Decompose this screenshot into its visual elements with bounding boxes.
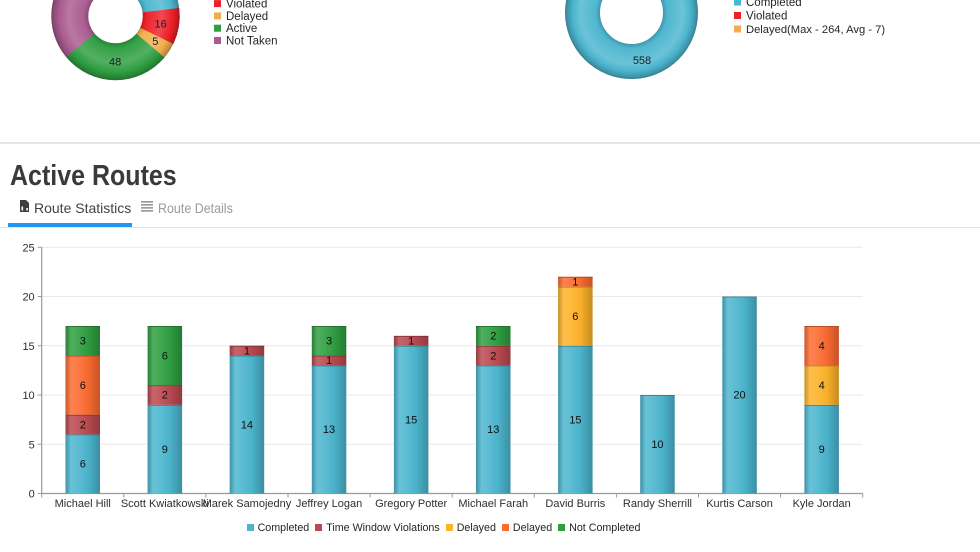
svg-text:Gregory Potter: Gregory Potter	[375, 498, 447, 510]
svg-text:2: 2	[80, 419, 86, 431]
svg-text:1: 1	[408, 336, 414, 348]
svg-text:Delayed(Max - 264, Avg - 7): Delayed(Max - 264, Avg - 7)	[746, 24, 885, 36]
svg-text:25: 25	[22, 242, 34, 254]
svg-text:558: 558	[633, 55, 651, 67]
svg-text:Michael Hill: Michael Hill	[55, 498, 111, 510]
svg-text:0: 0	[29, 489, 35, 501]
svg-text:6: 6	[162, 350, 168, 362]
svg-text:3: 3	[80, 336, 86, 348]
svg-text:13: 13	[323, 424, 335, 436]
svg-text:Scott Kwiatkowski: Scott Kwiatkowski	[121, 498, 209, 510]
svg-text:Active: Active	[226, 23, 257, 35]
svg-text:1: 1	[572, 276, 578, 288]
svg-text:4: 4	[819, 380, 825, 392]
svg-text:6: 6	[80, 380, 86, 392]
svg-text:10: 10	[22, 390, 34, 402]
svg-text:Kurtis Carson: Kurtis Carson	[706, 498, 773, 510]
svg-text:3: 3	[326, 336, 332, 348]
svg-text:20: 20	[22, 292, 34, 304]
svg-text:10: 10	[651, 439, 663, 451]
svg-text:9: 9	[162, 444, 168, 456]
svg-text:48: 48	[109, 57, 121, 69]
svg-text:5: 5	[152, 36, 158, 48]
svg-text:2: 2	[162, 390, 168, 402]
svg-text:15: 15	[569, 414, 581, 426]
svg-text:13: 13	[487, 424, 499, 436]
svg-text:Violated: Violated	[746, 11, 787, 23]
svg-text:1: 1	[244, 345, 250, 357]
svg-text:9: 9	[819, 444, 825, 456]
svg-text:Marek Samojedny: Marek Samojedny	[203, 498, 292, 510]
svg-text:16: 16	[154, 19, 166, 31]
svg-text:Not Taken: Not Taken	[226, 36, 278, 48]
svg-text:2: 2	[490, 331, 496, 343]
svg-text:Delayed: Delayed	[226, 11, 268, 23]
svg-text:15: 15	[405, 414, 417, 426]
svg-text:Completed: Completed	[746, 0, 802, 9]
svg-text:Kyle Jordan: Kyle Jordan	[793, 498, 851, 510]
svg-text:1: 1	[326, 355, 332, 367]
svg-text:6: 6	[80, 459, 86, 471]
svg-text:14: 14	[241, 419, 253, 431]
svg-text:5: 5	[29, 439, 35, 451]
svg-text:15: 15	[22, 341, 34, 353]
svg-text:20: 20	[733, 390, 745, 402]
svg-text:2: 2	[490, 350, 496, 362]
svg-text:4: 4	[819, 340, 825, 352]
svg-text:Michael Farah: Michael Farah	[458, 498, 528, 510]
svg-text:David Burris: David Burris	[545, 498, 605, 510]
svg-text:6: 6	[572, 311, 578, 323]
svg-text:Randy Sherrill: Randy Sherrill	[623, 498, 692, 510]
svg-text:Violated: Violated	[226, 0, 267, 11]
svg-text:Jeffrey Logan: Jeffrey Logan	[296, 498, 362, 510]
